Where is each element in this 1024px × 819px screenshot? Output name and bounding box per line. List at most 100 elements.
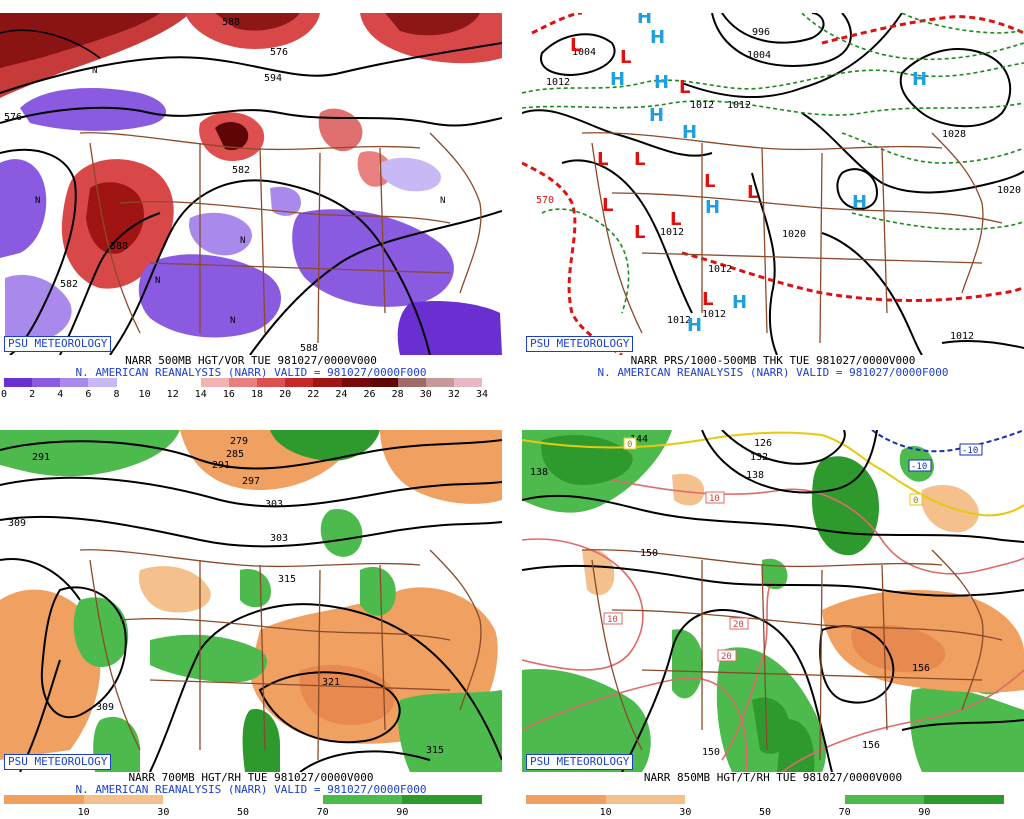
high-pressure-marker: H bbox=[732, 292, 747, 313]
colorbar-tick-label: 90 bbox=[918, 807, 931, 818]
contour-label: 291 bbox=[32, 452, 50, 463]
colorbar-tick-label: 30 bbox=[419, 389, 432, 400]
isobar-label: 1028 bbox=[942, 129, 966, 140]
isobar-label: 996 bbox=[752, 27, 770, 38]
contour-label: 303 bbox=[265, 499, 283, 510]
panel-title: NARR 500MB HGT/VOR TUE 981027/0000V000 bbox=[125, 354, 377, 367]
colorbar-tick-label: 32 bbox=[447, 389, 460, 400]
temperature-label: 10 bbox=[709, 494, 720, 504]
isobar-label: 1012 bbox=[690, 100, 714, 111]
panel-700mb-rh: 291 279 285 291 297 303 303 309 315 309 … bbox=[0, 419, 502, 819]
temperature-label: 20 bbox=[721, 652, 732, 662]
low-pressure-marker: L bbox=[679, 77, 690, 98]
contour-label: 132 bbox=[750, 452, 768, 463]
contour-label: 138 bbox=[530, 467, 548, 478]
colorbar-segment bbox=[88, 378, 117, 387]
colorbar-segment bbox=[172, 378, 201, 387]
vorticity-minimum-label: N bbox=[35, 196, 40, 206]
colorbar-segment bbox=[844, 795, 925, 804]
colorbar-segment bbox=[163, 795, 244, 804]
panel-pressure-thickness: 1004 1012 996 1004 1012 1012 1028 1020 1… bbox=[522, 0, 1024, 400]
contour-label: 588 bbox=[300, 343, 318, 354]
contour-label: 126 bbox=[754, 438, 772, 449]
panel-500mb-vorticity: 576 588 582 594 576 582 588 588 N N N N … bbox=[0, 0, 502, 400]
temperature-label: -10 bbox=[911, 462, 927, 472]
vorticity-minimum-label: N bbox=[155, 276, 160, 286]
vorticity-minimum-label: N bbox=[92, 66, 97, 76]
panel-title: NARR 700MB HGT/RH TUE 981027/0000V000 bbox=[128, 771, 374, 784]
vorticity-minimum-label: N bbox=[240, 236, 245, 246]
colorbar-segment bbox=[83, 795, 164, 804]
rh850-colorbar-ticks: 10 30 50 70 90 bbox=[526, 807, 1004, 818]
colorbar-tick-label: 10 bbox=[138, 389, 151, 400]
contour-label: 150 bbox=[640, 548, 658, 559]
contour-label: 138 bbox=[746, 470, 764, 481]
isobar-label: 1012 bbox=[546, 77, 570, 88]
isobar-label: 1004 bbox=[747, 50, 771, 61]
high-pressure-marker: H bbox=[650, 27, 665, 48]
colorbar-segment bbox=[526, 795, 606, 804]
contour-label: 321 bbox=[322, 677, 340, 688]
rh700-colorbar-ticks: 10 30 50 70 90 bbox=[4, 807, 482, 818]
colorbar-segment bbox=[765, 795, 845, 804]
high-pressure-marker: H bbox=[610, 69, 625, 90]
colorbar-segment bbox=[341, 378, 370, 387]
low-pressure-marker: L bbox=[747, 182, 758, 203]
contour-label: 315 bbox=[278, 574, 296, 585]
colorbar-segment bbox=[402, 795, 483, 804]
psu-meteorology-badge: PSU METEOROLOGY bbox=[4, 754, 112, 770]
contour-label: 594 bbox=[264, 73, 282, 84]
colorbar-segment bbox=[60, 378, 89, 387]
contour-label: 297 bbox=[242, 476, 260, 487]
isobar-label: 1012 bbox=[660, 227, 684, 238]
vorticity-map-svg: 576 588 582 594 576 582 588 588 N N N N … bbox=[0, 13, 502, 355]
colorbar-segment bbox=[605, 795, 686, 804]
colorbar-segment bbox=[369, 378, 398, 387]
colorbar-tick-label: 24 bbox=[335, 389, 348, 400]
temperature-label: 10 bbox=[607, 615, 618, 625]
colorbar-tick-label: 18 bbox=[251, 389, 264, 400]
colorbar-segment bbox=[4, 795, 84, 804]
colorbar-segment bbox=[397, 378, 426, 387]
high-pressure-marker: H bbox=[637, 13, 652, 28]
high-pressure-marker: H bbox=[705, 197, 720, 218]
colorbar-tick-label: 6 bbox=[85, 389, 92, 400]
high-pressure-marker: H bbox=[687, 315, 702, 336]
colorbar-tick-label: 14 bbox=[194, 389, 207, 400]
contour-label: 582 bbox=[232, 165, 250, 176]
contour-label: 303 bbox=[270, 533, 288, 544]
colorbar-tick-label: 4 bbox=[57, 389, 64, 400]
colorbar-segment bbox=[229, 378, 258, 387]
panel-title: NARR PRS/1000-500MB THK TUE 981027/0000V… bbox=[630, 354, 916, 367]
colorbar-tick-label: 26 bbox=[363, 389, 376, 400]
colorbar-tick-label: 22 bbox=[307, 389, 320, 400]
contour-label: 150 bbox=[702, 747, 720, 758]
vorticity-colorbar bbox=[4, 378, 483, 387]
contour-label: 279 bbox=[230, 436, 248, 447]
colorbar-segment bbox=[685, 795, 766, 804]
isobar-label: 1020 bbox=[782, 229, 806, 240]
rh700-colorbar bbox=[4, 795, 483, 804]
contour-label: 285 bbox=[226, 449, 244, 460]
isobar-label: 1012 bbox=[667, 315, 691, 326]
temperature-label: 0 bbox=[627, 440, 632, 450]
colorbar-tick-label: 34 bbox=[475, 389, 489, 400]
isobar-label: 1012 bbox=[727, 100, 751, 111]
panel-850mb-t-rh: 138 126 132 138 144 150 150 156 156 0 10… bbox=[522, 419, 1024, 819]
rh850-map-svg: 138 126 132 138 144 150 150 156 156 0 10… bbox=[522, 430, 1024, 772]
contour-label: 588 bbox=[222, 17, 240, 28]
high-pressure-marker: H bbox=[682, 122, 697, 143]
colorbar-tick-label: 2 bbox=[29, 389, 36, 400]
colorbar-segment bbox=[243, 795, 323, 804]
pressure-map-svg: 1004 1012 996 1004 1012 1012 1028 1020 1… bbox=[522, 13, 1024, 355]
isobar-label: 1012 bbox=[702, 309, 726, 320]
colorbar-tick-label: 10 bbox=[77, 807, 90, 818]
high-pressure-marker: H bbox=[912, 69, 927, 90]
low-pressure-marker: L bbox=[570, 35, 581, 56]
colorbar-segment bbox=[200, 378, 229, 387]
colorbar-tick-label: 30 bbox=[679, 807, 692, 818]
contour-label: 309 bbox=[96, 702, 114, 713]
low-pressure-marker: L bbox=[597, 149, 608, 170]
colorbar-tick-label: 70 bbox=[838, 807, 851, 818]
colorbar-segment bbox=[285, 378, 314, 387]
